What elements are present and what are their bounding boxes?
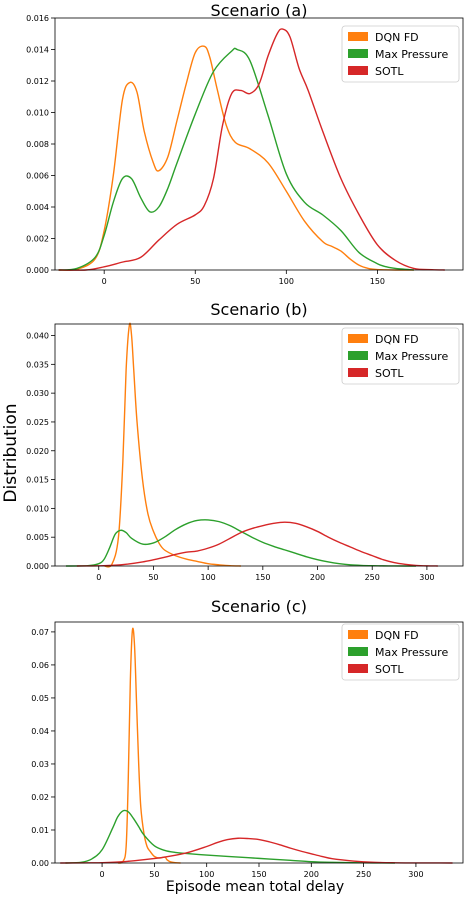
y-tick-label: 0.03 (31, 760, 49, 769)
legend-label: Max Pressure (375, 48, 448, 61)
x-tick-label: 300 (419, 573, 434, 582)
legend-box (341, 327, 460, 385)
series-line-max-pressure (65, 519, 416, 567)
series-line-sotl (76, 521, 438, 567)
y-tick-label: 0.016 (26, 14, 49, 23)
x-tick-label: 0 (96, 573, 101, 582)
chart-title: Scenario (b) (210, 300, 307, 319)
y-tick-label: 0.002 (26, 235, 49, 244)
x-tick-label: 50 (148, 573, 158, 582)
legend-swatch-sotl (348, 664, 368, 673)
y-tick-label: 0.004 (26, 203, 49, 212)
y-tick-label: 0.035 (26, 360, 49, 369)
y-tick-label: 0.04 (31, 727, 49, 736)
x-tick-label: 50 (149, 870, 159, 879)
y-tick-label: 0.040 (26, 332, 49, 341)
x-tick-label: 250 (356, 870, 371, 879)
series-line-max-pressure (65, 809, 396, 864)
legend-label: SOTL (375, 367, 404, 380)
series-line-dqn-fd (117, 627, 181, 864)
legend-label: DQN FD (375, 31, 419, 44)
legend-swatch-max-pressure (348, 351, 368, 360)
y-tick-label: 0.00 (31, 859, 49, 868)
legend-box (341, 623, 460, 681)
y-tick-label: 0.01 (31, 826, 49, 835)
y-tick-label: 0.006 (26, 172, 49, 181)
legend-label: DQN FD (375, 333, 419, 346)
x-tick-label: 100 (199, 870, 214, 879)
legend: DQN FD Max Pressure SOTL (341, 25, 460, 83)
chart-title: Scenario (c) (211, 597, 307, 616)
series-line-sotl (58, 28, 445, 271)
shared-x-axis-label: Episode mean total delay (166, 879, 344, 895)
legend-swatch-dqn-fd (348, 334, 368, 343)
x-tick-label: 0 (100, 870, 105, 879)
y-tick-label: 0.02 (31, 793, 49, 802)
x-tick-label: 150 (255, 573, 270, 582)
series-line-dqn-fd (58, 45, 414, 271)
chart-title: Scenario (a) (211, 1, 308, 20)
legend-label: Max Pressure (375, 646, 448, 659)
legend: DQN FD Max Pressure SOTL (341, 327, 460, 385)
y-tick-label: 0.000 (26, 266, 49, 275)
legend-label: SOTL (375, 65, 404, 78)
y-tick-label: 0.005 (26, 533, 49, 542)
series-line-sotl (60, 837, 453, 864)
legend-swatch-sotl (348, 368, 368, 377)
y-tick-label: 0.000 (26, 562, 49, 571)
y-tick-label: 0.014 (26, 46, 49, 55)
legend-label: SOTL (375, 663, 404, 676)
y-tick-label: 0.05 (31, 694, 49, 703)
y-tick-label: 0.010 (26, 504, 49, 513)
x-tick-label: 100 (200, 573, 215, 582)
chart-panel-1: Scenario (a) 0 50 100 150 0.000 0.002 0.004 0.00… (26, 1, 464, 286)
y-tick-label: 0.015 (26, 476, 49, 485)
legend-swatch-sotl (348, 66, 368, 75)
y-tick-label: 0.020 (26, 447, 49, 456)
x-tick-label: 150 (251, 870, 266, 879)
x-tick-label: 0 (102, 277, 107, 286)
y-tick-label: 0.010 (26, 109, 49, 118)
x-tick-label: 100 (279, 277, 294, 286)
legend-swatch-dqn-fd (348, 32, 368, 41)
legend-label: DQN FD (375, 629, 419, 642)
y-tick-label: 0.008 (26, 140, 49, 149)
x-tick-label: 150 (370, 277, 385, 286)
shared-y-axis-label: Distribution (1, 403, 21, 502)
y-tick-label: 0.025 (26, 418, 49, 427)
chart-panel-3: Scenario (c) 0 50 100 150 200 250 300 0.00 0.01 0.… (31, 597, 464, 879)
x-tick-label: 250 (365, 573, 380, 582)
y-tick-label: 0.07 (31, 628, 49, 637)
chart-panel-2: Scenario (b) 0 50 100 150 200 250 300 0.000 0.005… (26, 300, 464, 582)
series-line-max-pressure (58, 47, 414, 271)
legend-swatch-dqn-fd (348, 630, 368, 639)
x-tick-label: 200 (304, 870, 319, 879)
legend: DQN FD Max Pressure SOTL (341, 623, 460, 681)
x-tick-label: 50 (190, 277, 200, 286)
y-tick-label: 0.06 (31, 661, 49, 670)
legend-swatch-max-pressure (348, 647, 368, 656)
series-line-dqn-fd (104, 322, 241, 568)
plot-frame (54, 323, 464, 567)
y-tick-label: 0.012 (26, 77, 49, 86)
y-tick-label: 0.030 (26, 389, 49, 398)
legend-box (341, 25, 460, 83)
legend-label: Max Pressure (375, 350, 448, 363)
x-tick-label: 200 (310, 573, 325, 582)
legend-swatch-max-pressure (348, 49, 368, 58)
x-tick-label: 300 (408, 870, 423, 879)
